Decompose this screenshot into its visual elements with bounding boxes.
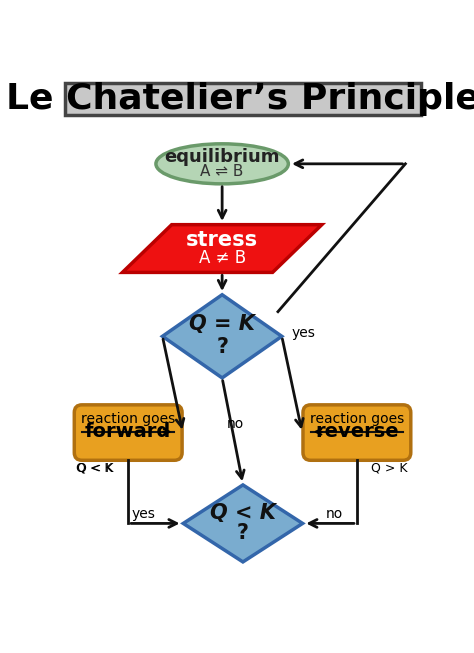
Polygon shape	[122, 225, 322, 272]
Text: equilibrium: equilibrium	[164, 148, 280, 166]
Text: ?: ?	[216, 337, 228, 357]
Text: no: no	[227, 417, 244, 431]
Text: reverse: reverse	[315, 422, 399, 441]
FancyBboxPatch shape	[65, 83, 421, 116]
Ellipse shape	[156, 144, 288, 184]
Text: A ⇌ B: A ⇌ B	[201, 164, 244, 179]
Text: Q = K: Q = K	[189, 314, 255, 334]
Text: yes: yes	[132, 507, 156, 521]
Text: Q < K: Q < K	[76, 462, 112, 475]
FancyBboxPatch shape	[303, 405, 411, 460]
Text: Le Chatelier’s Principle: Le Chatelier’s Principle	[6, 82, 474, 116]
Text: A ≠ B: A ≠ B	[199, 249, 246, 267]
Text: reaction goes: reaction goes	[81, 413, 175, 426]
Polygon shape	[183, 485, 302, 562]
Text: reaction goes: reaction goes	[310, 413, 404, 426]
Text: Q < K: Q < K	[77, 462, 114, 475]
Text: Q > K: Q > K	[371, 462, 407, 475]
FancyBboxPatch shape	[74, 405, 182, 460]
Text: ?: ?	[237, 524, 249, 543]
Text: Q < K: Q < K	[210, 503, 276, 522]
Text: no: no	[326, 507, 343, 521]
Text: forward: forward	[85, 422, 171, 441]
Text: yes: yes	[292, 326, 316, 340]
Polygon shape	[163, 295, 282, 378]
Text: stress: stress	[186, 230, 258, 250]
